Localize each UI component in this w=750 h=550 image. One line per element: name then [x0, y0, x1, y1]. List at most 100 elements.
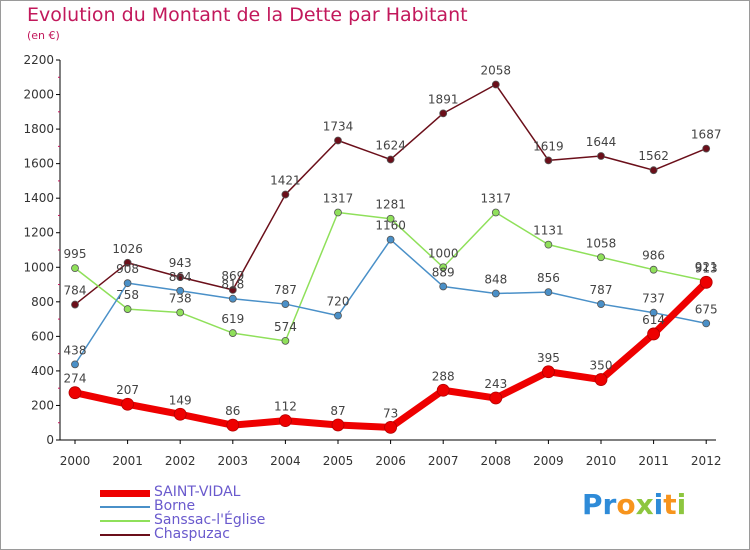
legend-swatch	[100, 534, 150, 536]
data-point-saint-vidal	[68, 386, 82, 400]
data-label-chaspuzac: 1624	[375, 138, 406, 152]
data-label-chaspuzac: 1619	[533, 139, 564, 153]
x-tick-label: 2010	[586, 454, 617, 468]
legend-swatch	[100, 520, 150, 522]
legend-item: Borne	[100, 498, 320, 514]
data-point-chaspuzac	[281, 190, 290, 199]
y-tick-label: 200	[31, 398, 54, 412]
data-point-sanssac-l-glise	[281, 336, 290, 345]
x-tick-label: 2002	[165, 454, 196, 468]
data-point-saint-vidal	[647, 327, 660, 341]
data-point-saint-vidal	[226, 418, 240, 432]
data-point-chaspuzac	[71, 300, 79, 309]
data-label-borne: 675	[695, 302, 718, 316]
data-label-sanssac-l-glise: 619	[221, 312, 244, 326]
data-label-borne: 908	[116, 262, 139, 276]
y-tick-label: 0	[46, 433, 54, 447]
logo-letter: i	[676, 488, 687, 521]
data-point-borne	[123, 279, 132, 288]
data-point-saint-vidal	[331, 418, 345, 432]
data-label-borne: 438	[64, 343, 87, 357]
data-label-saint-vidal: 86	[225, 404, 240, 418]
data-label-chaspuzac: 1687	[691, 128, 722, 142]
data-label-borne: 856	[537, 271, 560, 285]
data-label-chaspuzac: 1421	[270, 174, 301, 188]
data-point-sanssac-l-glise	[386, 214, 395, 223]
data-point-chaspuzac	[176, 273, 185, 282]
data-point-borne	[491, 289, 500, 298]
data-point-borne	[386, 235, 395, 244]
data-label-sanssac-l-glise: 1317	[481, 192, 512, 206]
legend: SAINT-VIDAL Borne Sanssac-l'Église Chaspuza…	[100, 484, 320, 542]
data-label-saint-vidal: 274	[64, 372, 87, 386]
data-point-chaspuzac	[702, 144, 711, 153]
x-tick-label: 2003	[218, 454, 249, 468]
data-point-borne	[228, 294, 237, 303]
data-label-saint-vidal: 87	[330, 404, 345, 418]
data-point-borne	[702, 319, 711, 328]
data-label-chaspuzac: 1026	[112, 242, 143, 256]
data-point-saint-vidal	[436, 383, 450, 397]
x-tick-label: 2009	[533, 454, 564, 468]
data-point-chaspuzac	[123, 258, 132, 267]
data-label-chaspuzac: 943	[169, 256, 192, 270]
data-label-borne: 720	[327, 295, 350, 309]
data-label-saint-vidal: 149	[169, 393, 192, 407]
y-tick-label: 1000	[23, 260, 54, 274]
data-label-saint-vidal: 73	[383, 406, 398, 420]
data-point-chaspuzac	[386, 155, 395, 164]
chart-title: Evolution du Montant de la Dette par Hab…	[27, 4, 468, 26]
data-point-sanssac-l-glise	[71, 264, 79, 273]
logo-letter: r	[602, 488, 617, 521]
data-point-borne	[597, 300, 605, 308]
y-tick-label: 800	[31, 295, 54, 309]
data-label-sanssac-l-glise: 1281	[375, 198, 406, 212]
data-point-sanssac-l-glise	[649, 265, 658, 274]
data-point-borne	[649, 308, 658, 317]
data-label-sanssac-l-glise: 995	[64, 247, 87, 261]
y-tick-label: 1800	[23, 122, 54, 136]
data-point-borne	[544, 288, 553, 297]
legend-item: SAINT-VIDAL	[100, 484, 320, 500]
y-tick-label: 2200	[23, 53, 54, 67]
x-tick-label: 2004	[270, 454, 301, 468]
x-tick-label: 2007	[428, 454, 459, 468]
data-label-sanssac-l-glise: 921	[695, 260, 718, 274]
x-tick-label: 2005	[323, 454, 354, 468]
logo-letter: t	[663, 488, 677, 521]
data-point-chaspuzac	[649, 166, 658, 175]
data-point-chaspuzac	[439, 109, 448, 118]
data-point-borne	[439, 282, 448, 291]
data-point-chaspuzac	[544, 156, 553, 165]
data-label-borne: 864	[169, 270, 192, 284]
data-label-saint-vidal: 207	[116, 383, 139, 397]
data-point-sanssac-l-glise	[439, 263, 448, 272]
x-tick-label: 2006	[375, 454, 406, 468]
data-point-sanssac-l-glise	[334, 208, 342, 217]
legend-item: Chaspuzac	[100, 526, 320, 542]
data-point-saint-vidal	[384, 420, 398, 434]
data-point-saint-vidal	[699, 275, 713, 289]
data-label-chaspuzac: 1734	[323, 119, 354, 133]
x-tick-label: 2001	[112, 454, 143, 468]
data-label-saint-vidal: 350	[590, 359, 613, 373]
legend-swatch	[100, 490, 150, 497]
data-label-borne: 787	[590, 283, 613, 297]
data-label-borne: 787	[274, 283, 297, 297]
y-tick-label: 600	[31, 329, 54, 343]
data-point-chaspuzac	[597, 152, 605, 160]
data-label-chaspuzac: 1644	[586, 135, 617, 149]
data-label-borne: 818	[221, 278, 244, 292]
legend-label: SAINT-VIDAL	[154, 484, 241, 500]
data-point-saint-vidal	[594, 373, 608, 386]
data-label-borne: 1160	[375, 219, 406, 233]
logo-letter: P	[582, 488, 603, 521]
data-label-sanssac-l-glise: 986	[642, 249, 665, 263]
data-label-borne: 889	[432, 265, 455, 279]
data-point-chaspuzac	[491, 80, 500, 89]
data-point-chaspuzac	[228, 285, 237, 294]
x-tick-label: 2012	[691, 454, 722, 468]
data-label-chaspuzac: 1562	[638, 149, 669, 163]
data-label-chaspuzac: 2058	[481, 64, 512, 78]
